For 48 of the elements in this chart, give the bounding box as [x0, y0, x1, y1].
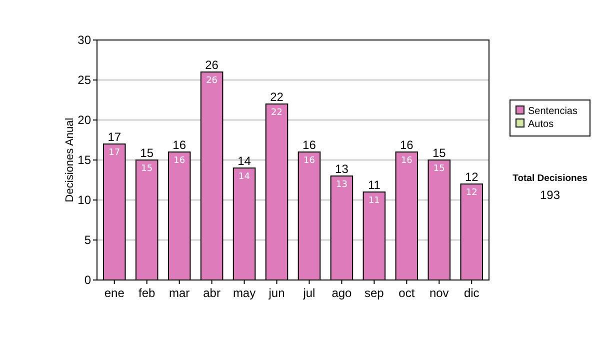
total-label: 22 — [270, 90, 284, 104]
total-label: 11 — [368, 178, 381, 192]
legend-label: Sentencias — [528, 106, 578, 117]
y-tick-label: 20 — [78, 113, 92, 128]
y-tick-label: 0 — [84, 273, 92, 288]
x-tick-label: mar — [168, 286, 190, 300]
data-label: 16 — [400, 156, 413, 166]
x-tick-label: ene — [104, 286, 125, 300]
data-label: 16 — [174, 156, 186, 166]
total-label: 15 — [432, 146, 446, 160]
y-tick-label: 30 — [78, 33, 92, 48]
text: Total Decisiones — [512, 173, 588, 184]
y-tick-label: 5 — [84, 233, 92, 248]
data-label: 16 — [304, 156, 316, 166]
total-label: 16 — [400, 138, 414, 152]
x-tick-label: jun — [268, 286, 285, 300]
x-tick-label: dic — [464, 286, 480, 300]
y-tick-label: 25 — [78, 73, 92, 88]
total-label: 16 — [172, 138, 186, 152]
x-tick-label: abr — [203, 286, 220, 300]
legend-label: Autos — [528, 119, 554, 130]
data-label: 12 — [466, 188, 478, 198]
data-label: 17 — [108, 148, 120, 158]
data-label: 11 — [368, 196, 380, 206]
x-tick-label: nov — [429, 286, 449, 300]
x-tick-label: may — [232, 286, 256, 300]
data-label: 26 — [206, 76, 218, 86]
total-label: 15 — [140, 146, 154, 160]
x-tick-label: oct — [398, 286, 416, 300]
y-axis-title: Decisiones Anual — [64, 118, 76, 202]
data-label: 14 — [238, 172, 250, 182]
data-label: 15 — [433, 164, 445, 174]
total-label: 16 — [302, 138, 316, 152]
data-label: 15 — [141, 164, 153, 174]
x-tick-label: sep — [364, 286, 384, 300]
data-label: 13 — [336, 180, 348, 190]
text: 193 — [540, 188, 560, 202]
y-tick-label: 15 — [78, 153, 92, 168]
x-tick-label: jul — [302, 286, 316, 300]
x-tick-label: feb — [138, 286, 156, 300]
total-label: 17 — [108, 130, 122, 144]
total-label: 14 — [238, 154, 252, 168]
data-label: 22 — [271, 108, 282, 118]
total-label: 13 — [335, 162, 349, 176]
x-tick-label: ago — [332, 286, 352, 300]
total-label: 26 — [205, 58, 219, 72]
y-tick-label: 10 — [78, 193, 92, 208]
total-label: 12 — [464, 170, 479, 184]
